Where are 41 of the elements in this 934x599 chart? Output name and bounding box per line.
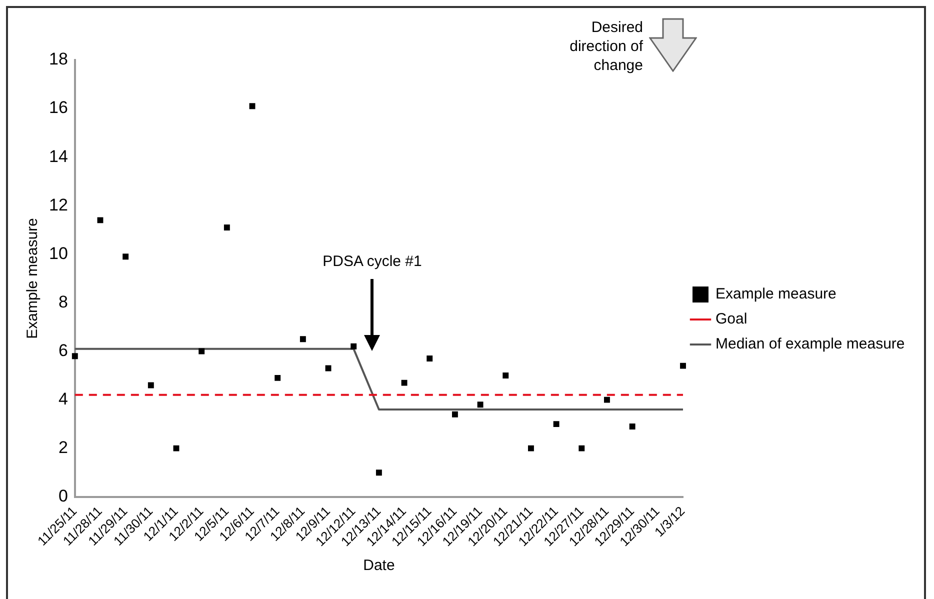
y-tick-label: 12 [48,195,68,214]
y-tick-label: 0 [58,486,68,506]
annotation: Desired direction of change [568,18,643,75]
point [629,424,636,430]
y-tick-label: 10 [48,244,68,263]
y-tick-label: 2 [58,438,68,458]
y-tick-label: 6 [58,340,68,360]
x-axis-title: Date [363,557,395,574]
point [426,356,433,362]
point [452,411,458,418]
y-axis-title: Example measure [24,218,42,339]
point [604,396,610,403]
point [274,374,281,381]
point [122,254,129,260]
point [249,103,256,110]
annotation: PDSA cycle #1 [322,252,423,270]
point [553,421,560,428]
point [502,372,509,378]
y-tick-label: 18 [48,50,68,69]
point [477,402,484,408]
y-tick-label: 8 [58,292,68,312]
legend-label: Median of example measure [716,336,905,353]
point [578,445,585,452]
point [680,362,686,369]
point [376,470,382,476]
point [148,382,154,388]
point [325,365,332,372]
point [224,224,230,230]
point [350,343,357,350]
y-tick-label: 16 [48,98,68,118]
point [528,445,534,452]
point [72,353,78,360]
point [401,380,408,386]
point [198,348,205,354]
y-tick-label: 4 [58,389,68,408]
legend-label: Goal [716,310,748,328]
point [173,445,180,452]
y-tick-label: 14 [48,146,68,166]
point [300,336,306,342]
legend-label: Example measure [716,286,836,303]
point [97,217,104,224]
